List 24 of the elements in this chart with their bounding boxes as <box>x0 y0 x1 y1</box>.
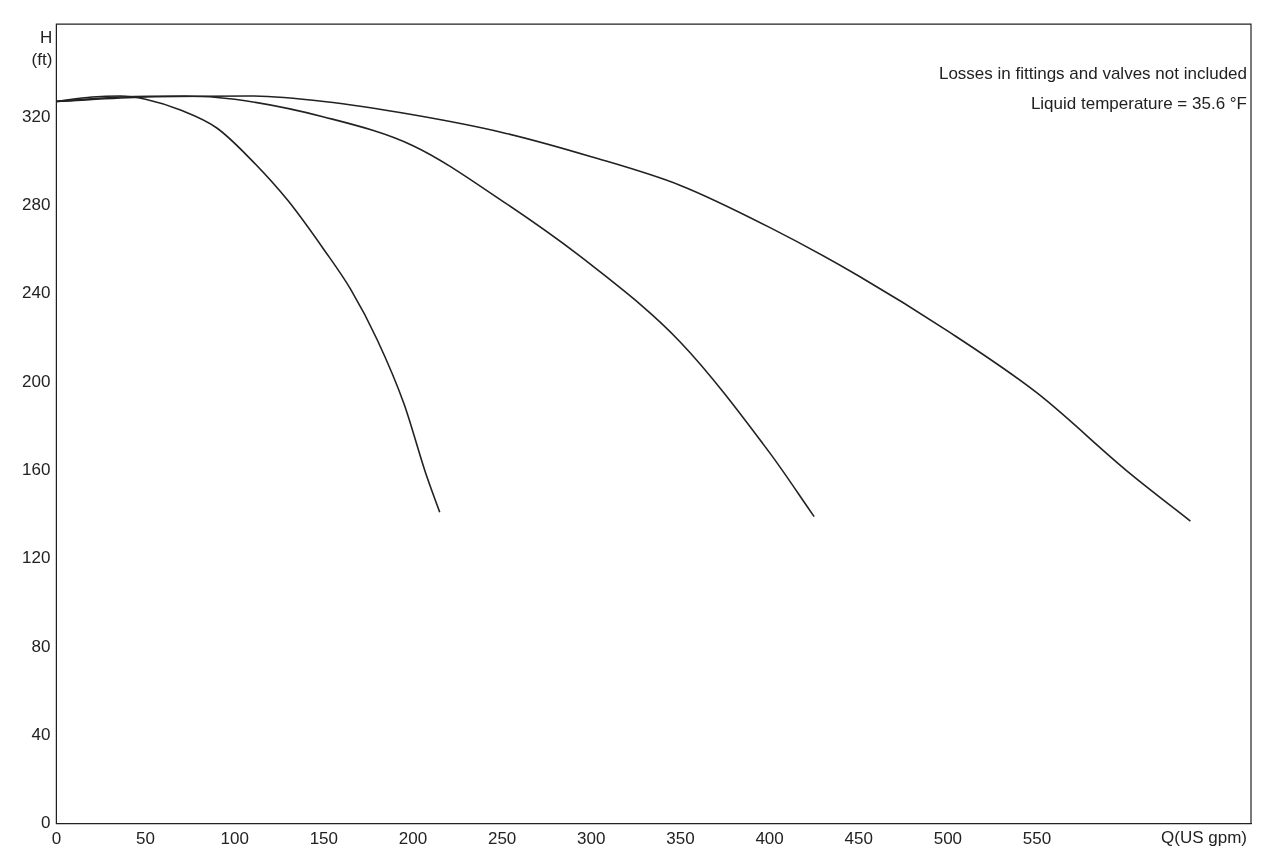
annotation: Losses in fittings and valves not included <box>938 64 1247 84</box>
y-tick-label: 320 <box>21 106 51 126</box>
y-tick-label: 80 <box>31 636 51 656</box>
y-tick-label: 120 <box>21 548 51 568</box>
y-axis-title: H (ft) <box>31 28 53 70</box>
x-tick-label: 350 <box>666 829 695 849</box>
annotation: Liquid temperature = 35.6 °F <box>1030 94 1247 114</box>
y-tick-label: 280 <box>21 194 51 214</box>
x-tick-label: 100 <box>220 829 249 849</box>
x-tick-label: 450 <box>844 829 873 849</box>
y-tick-label: 240 <box>21 283 51 303</box>
y-tick-label: 40 <box>31 724 51 744</box>
y-tick-label: 0 <box>40 813 51 833</box>
x-tick-label: 400 <box>755 829 784 849</box>
x-tick-label: 550 <box>1022 829 1052 849</box>
y-tick-label: 160 <box>21 459 51 479</box>
x-tick-label: 50 <box>136 829 155 849</box>
x-tick-label: 250 <box>487 829 517 849</box>
x-tick-label: 300 <box>577 829 606 849</box>
x-tick-label: 200 <box>398 829 428 849</box>
y-tick-label: 200 <box>21 371 51 391</box>
x-tick-label: 500 <box>933 829 963 849</box>
x-tick-label: 150 <box>309 829 339 849</box>
x-axis-title: Q(US gpm) <box>1161 827 1247 847</box>
